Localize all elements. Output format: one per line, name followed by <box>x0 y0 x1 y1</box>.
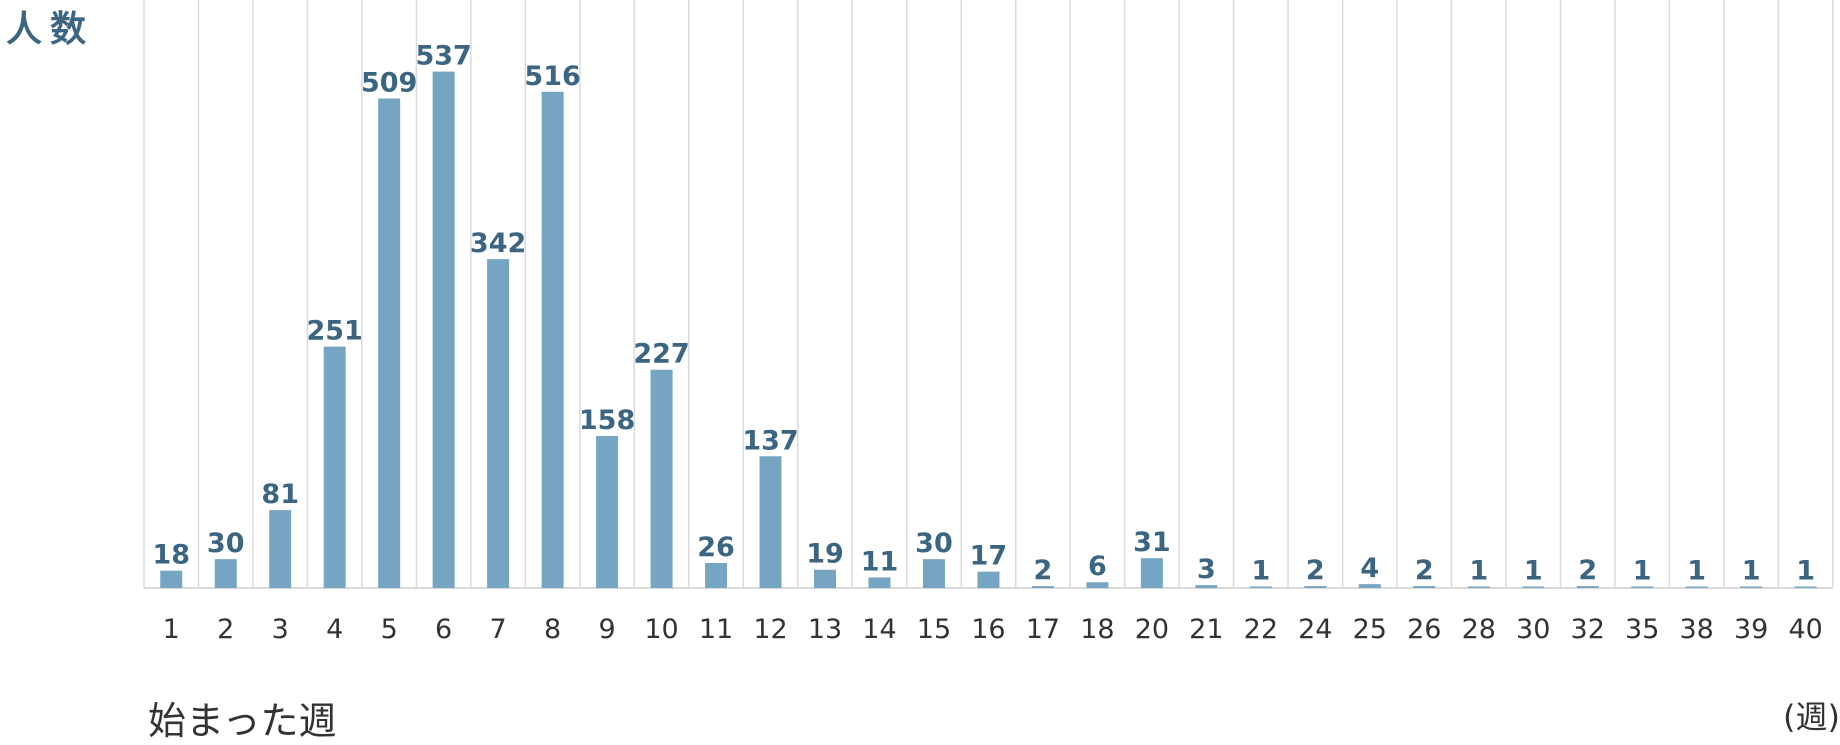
bar <box>1413 586 1436 588</box>
x-tick-label: 13 <box>808 614 842 645</box>
bar <box>1522 586 1545 588</box>
bar-value-label: 516 <box>524 61 580 92</box>
bar <box>541 91 564 588</box>
x-tick-label: 22 <box>1244 614 1278 645</box>
bar-value-label: 81 <box>261 479 299 510</box>
bar <box>1031 586 1054 588</box>
x-tick-label: 8 <box>544 614 561 645</box>
bar <box>1086 582 1109 588</box>
bar-value-label: 4 <box>1360 553 1379 584</box>
x-tick-label: 25 <box>1353 614 1387 645</box>
bar <box>922 559 945 588</box>
bar <box>160 570 183 588</box>
x-tick-label: 5 <box>381 614 398 645</box>
bar-value-label: 137 <box>742 425 798 456</box>
bar <box>1358 584 1381 588</box>
bar <box>1685 586 1708 588</box>
bar <box>977 571 1000 588</box>
bar <box>1740 586 1763 588</box>
x-tick-label: 12 <box>753 614 787 645</box>
bar <box>814 569 836 588</box>
x-axis-label: 始まった週 <box>148 699 337 743</box>
x-tick-label: 18 <box>1080 614 1114 645</box>
bar <box>705 562 728 588</box>
bar <box>1195 585 1218 588</box>
bar <box>759 456 782 588</box>
x-tick-label: 32 <box>1571 614 1605 645</box>
x-tick-label: 10 <box>644 614 678 645</box>
x-tick-label: 20 <box>1135 614 1169 645</box>
bar <box>596 436 619 588</box>
bar-value-label: 18 <box>152 540 190 571</box>
bar <box>1631 586 1654 588</box>
bar-value-label: 2 <box>1034 555 1053 586</box>
bar-value-label: 1 <box>1524 556 1543 587</box>
bar <box>432 71 455 588</box>
x-tick-label: 39 <box>1734 614 1768 645</box>
bar-value-label: 158 <box>579 405 635 436</box>
bar-value-label: 251 <box>306 316 362 347</box>
bar <box>269 510 292 588</box>
bar-value-label: 227 <box>633 339 689 370</box>
bar <box>1467 586 1490 588</box>
bar <box>868 577 891 588</box>
bar <box>1794 586 1817 588</box>
bar-value-label: 1 <box>1469 556 1488 587</box>
x-tick-label: 4 <box>326 614 343 645</box>
x-tick-label: 40 <box>1788 614 1822 645</box>
bar-value-label: 1 <box>1687 556 1706 587</box>
bar <box>1249 586 1272 588</box>
x-tick-label: 16 <box>971 614 1005 645</box>
y-axis-label: 人数 <box>6 9 95 50</box>
bar <box>1576 586 1599 588</box>
x-tick-label: 7 <box>490 614 507 645</box>
x-tick-label: 24 <box>1298 614 1332 645</box>
bar-value-label: 11 <box>861 546 899 577</box>
bar-value-label: 19 <box>806 539 844 570</box>
x-tick-label: 6 <box>435 614 452 645</box>
bar <box>214 559 237 588</box>
bar-value-label: 30 <box>915 528 953 559</box>
bar <box>378 98 401 589</box>
x-tick-label: 2 <box>217 614 234 645</box>
x-tick-label: 3 <box>272 614 289 645</box>
bar-value-label: 537 <box>415 41 471 72</box>
bar <box>1304 586 1327 588</box>
bar-value-label: 2 <box>1578 555 1597 586</box>
bar-value-label: 1 <box>1742 556 1761 587</box>
x-tick-label: 15 <box>917 614 951 645</box>
bar <box>487 259 510 588</box>
bar-value-label: 31 <box>1133 527 1171 558</box>
x-axis-unit: (週) <box>1783 698 1840 736</box>
bar-value-label: 1 <box>1251 556 1270 587</box>
x-tick-label: 26 <box>1407 614 1441 645</box>
bar <box>323 346 346 588</box>
bar-value-label: 3 <box>1197 554 1216 585</box>
bar-value-label: 1 <box>1633 556 1652 587</box>
bar-value-label: 2 <box>1415 555 1434 586</box>
bar-value-label: 26 <box>697 532 735 563</box>
x-tick-label: 38 <box>1680 614 1714 645</box>
x-tick-label: 17 <box>1026 614 1060 645</box>
bar-value-label: 6 <box>1088 551 1107 582</box>
bar <box>1140 558 1163 588</box>
x-tick-label: 30 <box>1516 614 1550 645</box>
x-tick-label: 28 <box>1462 614 1496 645</box>
bar-value-label: 17 <box>970 541 1008 572</box>
x-tick-label: 11 <box>699 614 733 645</box>
x-tick-label: 1 <box>163 614 180 645</box>
bar-value-label: 1 <box>1796 556 1815 587</box>
bar-value-label: 342 <box>470 228 526 259</box>
x-tick-label: 21 <box>1189 614 1223 645</box>
x-tick-label: 9 <box>598 614 615 645</box>
bar-value-label: 30 <box>207 528 245 559</box>
x-tick-label: 35 <box>1625 614 1659 645</box>
bar-value-label: 2 <box>1306 555 1325 586</box>
bar-value-label: 509 <box>361 68 417 99</box>
bar <box>650 369 673 588</box>
x-tick-label: 14 <box>862 614 896 645</box>
